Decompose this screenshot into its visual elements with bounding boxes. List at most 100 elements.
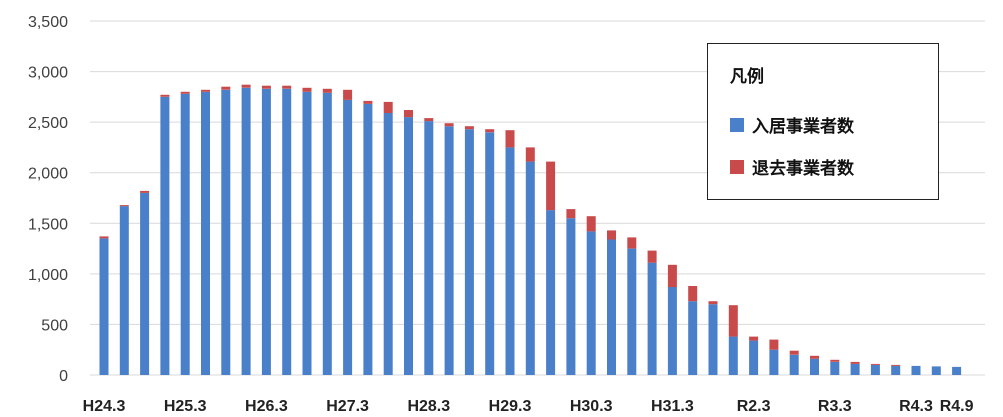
bar-move-in <box>566 218 576 375</box>
bar-move-in <box>505 147 515 375</box>
bar-move-out <box>404 110 413 118</box>
bar-move-in <box>850 363 860 375</box>
bar-move-in <box>708 304 718 375</box>
gridlines <box>90 20 985 376</box>
bar-move-in <box>363 103 373 376</box>
bar-move-in <box>789 354 799 375</box>
y-tick-label: 3,000 <box>28 65 68 82</box>
bar-move-out <box>464 126 474 130</box>
bar-move-in <box>99 238 109 375</box>
legend-label-move-out: 退去事業者数 <box>752 159 854 179</box>
bar-move-out <box>505 130 515 148</box>
bar-move-in <box>180 93 190 376</box>
bar-move-out <box>485 129 495 133</box>
bar-move-out <box>586 216 596 232</box>
bar-move-out <box>891 364 901 366</box>
bar-move-in <box>404 117 413 375</box>
bar-move-out <box>850 361 860 364</box>
bar-move-out <box>688 286 698 302</box>
bar-move-out <box>160 94 170 97</box>
bar-move-out <box>647 250 657 263</box>
bar-move-in <box>891 365 901 375</box>
bar-move-in <box>444 126 454 375</box>
bar-move-out <box>424 118 434 122</box>
bar-move-in <box>749 340 759 375</box>
bar-move-in <box>140 192 150 375</box>
bar-move-out <box>119 205 129 207</box>
legend-label-move-in: 入居事業者数 <box>752 117 854 137</box>
bar-move-in <box>302 91 312 376</box>
bar-move-out <box>343 89 353 100</box>
bar-move-out <box>769 339 779 350</box>
bar-move-in <box>728 336 738 375</box>
bar-move-out <box>546 161 556 211</box>
bar-move-in <box>607 239 616 375</box>
x-tick-label: H24.3 <box>83 398 126 415</box>
y-tick-label: 0 <box>59 368 68 385</box>
bar-move-in <box>830 361 840 375</box>
legend-item-move-out: 退去事業者数 <box>730 154 854 179</box>
bar-move-in <box>383 113 393 375</box>
bar-move-in <box>586 231 596 375</box>
bar-move-in <box>667 287 677 375</box>
x-tick-label: H30.3 <box>570 398 613 415</box>
bar-move-out <box>322 88 332 93</box>
bar-move-out <box>363 100 373 104</box>
x-tick-label: R4.9 <box>940 398 974 415</box>
legend-swatch-move-in <box>730 117 744 132</box>
bar-move-out <box>241 84 251 88</box>
bar-move-in <box>769 349 779 375</box>
bar-move-out <box>261 85 271 89</box>
bar-move-out <box>830 359 840 362</box>
bar-move-in <box>870 364 880 375</box>
y-tick-label: 1,500 <box>28 216 68 233</box>
bar-move-out <box>180 91 190 94</box>
x-tick-label: H27.3 <box>326 398 369 415</box>
bar-move-out <box>810 355 819 359</box>
bar-move-in <box>931 366 941 375</box>
bar-move-out <box>728 305 738 337</box>
bar-move-out <box>708 301 718 305</box>
x-tick-label: H31.3 <box>651 398 694 415</box>
bar-move-out <box>201 89 210 92</box>
bar-move-in <box>119 206 129 375</box>
bar-move-in <box>343 99 353 376</box>
bar-move-out <box>99 236 109 239</box>
x-tick-label: R3.3 <box>818 398 852 415</box>
bar-move-out <box>221 86 231 90</box>
bar-move-out <box>302 87 312 92</box>
legend-title: 凡例 <box>730 67 764 87</box>
bar-move-out <box>789 350 799 355</box>
bar-move-out <box>282 85 292 89</box>
bar-move-out <box>383 101 393 113</box>
bar-move-in <box>485 132 495 375</box>
legend-swatch-move-out <box>730 159 744 174</box>
bar-move-out <box>525 147 535 162</box>
x-axis-ticks: H24.3 H25.3 H26.3 H27.3 H28.3 H29.3 H30.3 H31.3… <box>83 398 974 415</box>
bars <box>99 84 962 376</box>
y-tick-label: 3,500 <box>28 14 68 31</box>
bar-move-out <box>667 264 677 288</box>
bar-move-out <box>566 209 576 219</box>
legend: 凡例 入居事業者数 退去事業者数 <box>707 43 939 200</box>
x-tick-label: R2.3 <box>737 398 771 415</box>
bar-move-out <box>444 123 454 127</box>
bar-move-in <box>282 88 292 376</box>
bar-move-in <box>525 161 535 375</box>
bar-move-in <box>952 366 962 375</box>
x-tick-label: H28.3 <box>407 398 450 415</box>
bar-move-in <box>201 91 210 376</box>
y-tick-label: 1,000 <box>28 267 68 284</box>
bar-move-in <box>221 89 231 376</box>
x-tick-label: H26.3 <box>245 398 288 415</box>
y-tick-label: 2,000 <box>28 166 68 183</box>
y-axis-ticks: 0 500 1,000 1,500 2,000 2,500 3,000 3,500 <box>28 14 68 385</box>
bar-move-in <box>322 92 332 376</box>
y-tick-label: 2,500 <box>28 115 68 132</box>
bar-move-in <box>261 88 271 376</box>
x-tick-label: H25.3 <box>164 398 207 415</box>
bar-move-out <box>627 237 637 249</box>
bar-move-in <box>160 96 170 376</box>
bar-move-in <box>810 358 819 375</box>
bar-move-out <box>140 190 150 193</box>
